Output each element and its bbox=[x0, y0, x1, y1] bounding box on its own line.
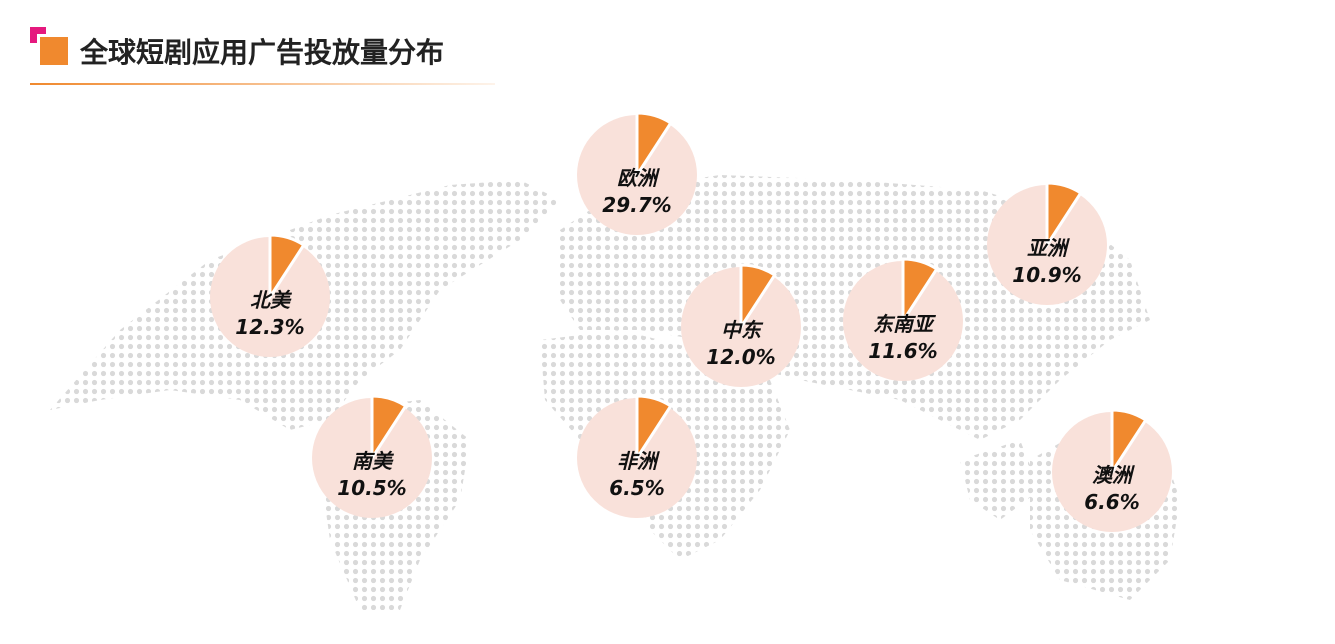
wedge bbox=[1045, 181, 1083, 251]
title-underline bbox=[30, 83, 495, 85]
region-share: 29.7% bbox=[602, 193, 671, 217]
region-name: 欧洲 bbox=[617, 166, 660, 190]
region-share: 10.9% bbox=[1012, 263, 1081, 287]
region-share: 12.3% bbox=[235, 315, 304, 339]
title: 全球短剧应用广告投放量分布 bbox=[79, 36, 444, 69]
region-bubble: 北美 12.3% bbox=[210, 233, 330, 357]
region-bubble: 欧洲 29.7% bbox=[577, 111, 697, 235]
wedge bbox=[635, 111, 673, 181]
wedge bbox=[635, 394, 673, 464]
region-share: 11.6% bbox=[868, 339, 937, 363]
region-bubble: 澳洲 6.6% bbox=[1052, 408, 1172, 532]
region-bubble: 亚洲 10.9% bbox=[987, 181, 1107, 305]
region-name: 非洲 bbox=[617, 449, 660, 473]
region-bubbles: 欧洲 29.7% 北美 12.3% 亚洲 10.9% 中东 12.0% 东南亚 11.6% 南美 10… bbox=[210, 111, 1172, 532]
region-bubble: 中东 12.0% bbox=[681, 263, 801, 387]
region-bubble: 南美 10.5% bbox=[312, 394, 432, 518]
region-name: 澳洲 bbox=[1092, 463, 1135, 487]
wedge bbox=[370, 394, 408, 464]
region-name: 中东 bbox=[721, 318, 764, 342]
region-name: 亚洲 bbox=[1027, 236, 1070, 260]
region-name: 东南亚 bbox=[873, 312, 937, 336]
wedge bbox=[1110, 408, 1148, 478]
region-bubble: 非洲 6.5% bbox=[577, 394, 697, 518]
wedge bbox=[901, 257, 939, 327]
wedge bbox=[739, 263, 777, 333]
region-name: 南美 bbox=[352, 449, 395, 473]
title-icon bbox=[40, 37, 68, 65]
region-bubble: 东南亚 11.6% bbox=[843, 257, 963, 381]
region-name: 北美 bbox=[250, 288, 293, 312]
region-share: 6.5% bbox=[609, 476, 664, 500]
region-share: 6.6% bbox=[1084, 490, 1139, 514]
region-share: 10.5% bbox=[337, 476, 406, 500]
region-share: 12.0% bbox=[706, 345, 775, 369]
wedge bbox=[268, 233, 306, 303]
